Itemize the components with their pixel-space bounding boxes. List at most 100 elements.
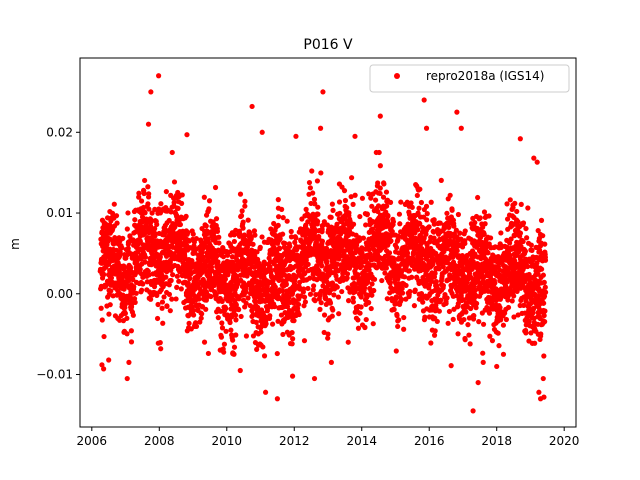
data-point: [232, 312, 239, 318]
data-point: [457, 230, 463, 236]
data-point: [156, 206, 162, 212]
data-point: [472, 287, 478, 293]
x-tick-label: 2016: [414, 434, 445, 448]
data-point: [357, 213, 363, 220]
data-point: [504, 201, 510, 207]
data-point: [411, 303, 417, 309]
data-point: [431, 217, 437, 223]
data-point: [345, 298, 352, 304]
data-point: [221, 341, 228, 347]
data-point: [179, 192, 185, 198]
data-point: [248, 235, 254, 241]
data-point: [251, 228, 258, 234]
data-point: [314, 178, 321, 184]
x-axis-ticks: 2006 2008 2010 2012 2014 2016 2018 2020: [77, 427, 579, 448]
data-point: [292, 239, 298, 245]
data-point: [284, 303, 291, 310]
data-point: [301, 294, 308, 300]
data-point: [436, 308, 442, 314]
data-point: [128, 339, 135, 345]
data-point: [145, 121, 152, 127]
data-point: [449, 207, 455, 213]
data-point: [536, 389, 542, 395]
data-point: [445, 320, 451, 326]
data-point: [307, 291, 314, 297]
data-point: [357, 310, 363, 316]
data-point: [355, 317, 361, 323]
data-point: [280, 331, 286, 338]
data-point: [259, 234, 265, 240]
data-point: [470, 408, 476, 414]
data-point: [359, 263, 365, 269]
data-point: [203, 306, 209, 312]
data-point: [137, 238, 143, 245]
data-point: [542, 308, 548, 314]
x-tick-label: 2012: [279, 434, 310, 448]
data-point: [237, 231, 243, 237]
data-point: [391, 259, 397, 265]
data-point: [230, 337, 236, 343]
data-point: [487, 235, 494, 241]
data-point: [540, 375, 546, 382]
data-point: [128, 328, 134, 334]
data-point: [358, 304, 364, 310]
data-point: [272, 284, 278, 290]
data-point: [302, 299, 308, 305]
data-point: [383, 189, 390, 195]
data-point: [342, 197, 349, 204]
data-point: [531, 155, 537, 161]
data-point: [515, 249, 522, 255]
data-point: [261, 353, 268, 359]
data-point: [395, 323, 401, 330]
data-point: [386, 250, 393, 256]
data-point: [275, 197, 281, 203]
y-tick-label: 0.02: [46, 125, 73, 139]
x-tick-label: 2014: [346, 434, 377, 448]
data-point: [472, 220, 478, 226]
data-point: [515, 219, 521, 225]
data-point: [541, 394, 547, 400]
data-point: [205, 236, 211, 242]
data-point: [231, 238, 237, 245]
data-point: [306, 179, 313, 186]
data-point: [136, 190, 142, 196]
data-point: [239, 208, 245, 214]
data-point: [161, 294, 167, 300]
data-point: [369, 292, 375, 298]
data-point: [311, 283, 317, 289]
data-point: [514, 208, 520, 215]
data-point: [455, 331, 461, 337]
data-point: [140, 281, 146, 287]
data-point: [249, 103, 255, 110]
data-point: [152, 225, 158, 232]
data-point: [541, 353, 547, 359]
data-point: [193, 235, 199, 242]
data-point: [477, 215, 483, 221]
data-point: [253, 319, 259, 325]
data-point: [436, 266, 442, 272]
data-point: [243, 300, 249, 306]
data-point: [205, 350, 212, 357]
data-point: [424, 217, 430, 223]
data-point: [241, 232, 248, 238]
data-point: [177, 221, 183, 228]
data-point: [462, 240, 468, 247]
data-point: [522, 248, 529, 254]
data-point: [366, 300, 372, 306]
data-point: [260, 344, 266, 350]
data-point: [401, 326, 407, 332]
data-point: [538, 217, 545, 223]
data-point: [236, 296, 242, 302]
data-point: [455, 211, 461, 218]
data-point: [208, 293, 214, 300]
data-point: [122, 310, 128, 316]
data-point: [507, 197, 513, 203]
data-point: [394, 312, 400, 319]
data-point: [138, 198, 145, 204]
data-point: [396, 211, 403, 217]
data-point: [125, 210, 131, 216]
x-tick-label: 2006: [77, 434, 108, 448]
data-point: [503, 283, 509, 289]
data-point: [190, 231, 196, 237]
data-point: [352, 133, 358, 139]
